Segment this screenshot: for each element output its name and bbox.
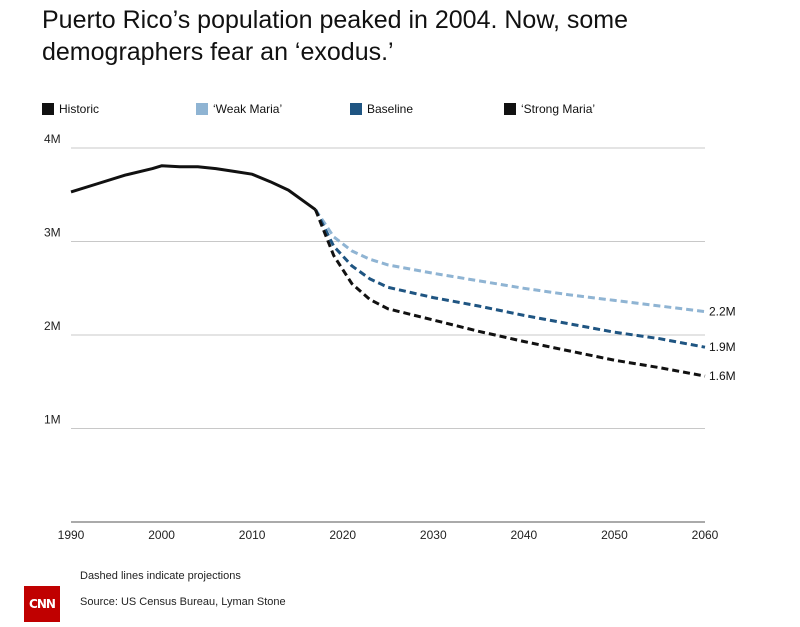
- x-tick-label: 2060: [692, 528, 719, 542]
- legend-item-strong-maria: ‘Strong Maria’: [504, 102, 595, 116]
- chart-title: Puerto Rico’s population peaked in 2004.…: [42, 6, 629, 66]
- cnn-logo: CNN: [24, 586, 60, 622]
- series-line-weak-maria: [314, 208, 706, 314]
- legend-item-baseline: Baseline: [350, 102, 413, 116]
- series-line-historic: [70, 164, 317, 211]
- y-tick-label: 3M: [44, 226, 61, 240]
- legend-swatch-strong-maria: [504, 103, 516, 115]
- legend-swatch-weak-maria: [196, 103, 208, 115]
- end-label-weak-maria: 2.2M: [709, 305, 736, 319]
- legend-label-weak-maria: ‘Weak Maria’: [213, 102, 283, 116]
- series-line-strong-maria: [314, 209, 706, 378]
- legend-label-strong-maria: ‘Strong Maria’: [521, 102, 596, 116]
- y-tick-label: 2M: [44, 319, 61, 333]
- series-line-baseline: [314, 209, 706, 349]
- legend-swatch-historic: [42, 103, 54, 115]
- projection-note: Dashed lines indicate projections: [80, 570, 241, 582]
- end-label-baseline: 1.9M: [709, 340, 736, 354]
- legend-item-historic: Historic: [42, 102, 99, 116]
- source-note: Source: US Census Bureau, Lyman Stone: [80, 596, 286, 608]
- legend-label-baseline: Baseline: [367, 102, 414, 116]
- x-tick-label: 2010: [239, 528, 266, 542]
- x-tick-label: 2040: [511, 528, 538, 542]
- legend-label-historic: Historic: [59, 102, 100, 116]
- y-tick-label: 4M: [44, 132, 61, 146]
- legend: Historic ‘Weak Maria’ Baseline ‘Strong M…: [42, 102, 762, 120]
- x-tick-label: 2030: [420, 528, 447, 542]
- legend-item-weak-maria: ‘Weak Maria’: [196, 102, 282, 116]
- x-tick-label: 2000: [148, 528, 175, 542]
- legend-swatch-baseline: [350, 103, 362, 115]
- x-tick-label: 1990: [58, 528, 85, 542]
- y-tick-label: 1M: [44, 413, 61, 427]
- end-label-strong-maria: 1.6M: [709, 369, 736, 383]
- x-tick-label: 2020: [329, 528, 356, 542]
- x-tick-label: 2050: [601, 528, 628, 542]
